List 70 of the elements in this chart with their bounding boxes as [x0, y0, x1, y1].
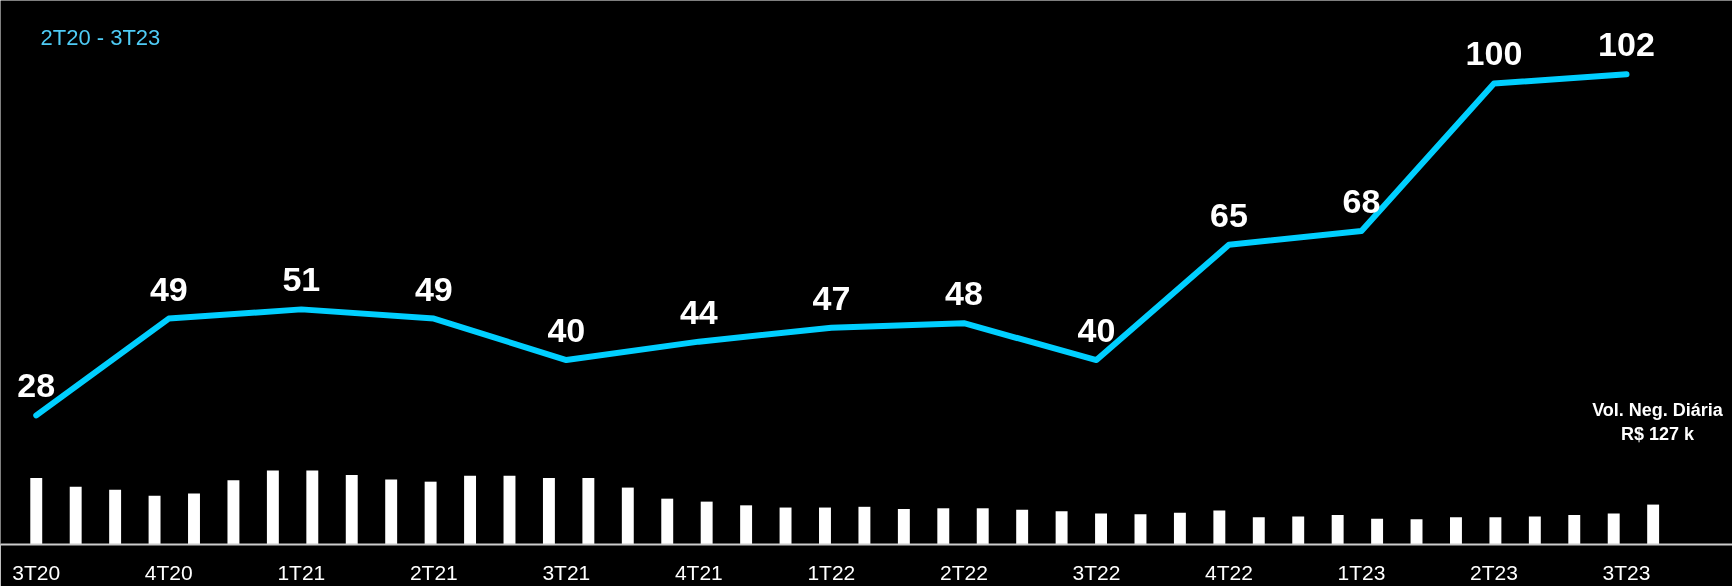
data-label: 49 — [149, 269, 188, 308]
bar — [661, 498, 674, 545]
x-tick-label: 3T23 — [1602, 560, 1651, 584]
x-tick-label: 2T22 — [939, 560, 988, 584]
x-tick-label: 3T22 — [1072, 560, 1121, 584]
bar — [976, 508, 989, 545]
bar — [819, 507, 831, 545]
data-label: 28 — [17, 366, 56, 405]
bar — [1134, 514, 1147, 545]
bar — [345, 475, 358, 545]
bar — [1252, 517, 1265, 545]
bar — [542, 477, 555, 545]
bar — [582, 477, 595, 545]
bar — [109, 489, 122, 545]
bar — [897, 509, 910, 545]
data-label: 44 — [679, 292, 718, 331]
bar — [779, 507, 792, 545]
bar — [148, 495, 161, 545]
x-tick-label: 1T22 — [807, 560, 856, 584]
data-label: 68 — [1342, 182, 1381, 221]
x-tick-label: 4T20 — [144, 560, 193, 584]
bar — [858, 506, 871, 545]
x-tick-label: 1T23 — [1337, 560, 1386, 584]
bar — [1055, 511, 1068, 545]
bar — [306, 470, 319, 545]
bar — [937, 508, 950, 545]
x-tick-label: 4T22 — [1205, 560, 1253, 584]
bar — [1016, 509, 1029, 545]
x-tick-label: 2T21 — [409, 560, 458, 584]
bar — [227, 480, 240, 545]
data-label: 65 — [1210, 195, 1248, 234]
bar — [700, 501, 713, 545]
bar — [424, 481, 437, 545]
bar — [1095, 513, 1107, 545]
data-label: 40 — [1077, 311, 1116, 350]
x-tick-label: 3T21 — [542, 560, 591, 584]
bar — [1371, 518, 1384, 545]
text: 2T20 - 3T23 — [40, 24, 161, 50]
x-tick-label: 2T23 — [1470, 560, 1518, 584]
bar — [1410, 519, 1423, 545]
data-label: 40 — [547, 311, 586, 350]
bar — [30, 477, 43, 545]
bar — [464, 475, 477, 545]
x-tick-label: 1T21 — [277, 560, 326, 584]
bar — [1647, 504, 1660, 545]
data-label: 48 — [944, 274, 983, 313]
data-label: 51 — [282, 260, 321, 299]
x-tick-label: 3T20 — [12, 560, 61, 584]
x-tick-label: 4T21 — [674, 560, 723, 584]
bar — [1292, 516, 1305, 545]
data-label: 47 — [812, 278, 851, 317]
bar — [266, 470, 279, 545]
data-label: 49 — [414, 269, 453, 308]
bar — [621, 487, 634, 545]
bar — [1331, 514, 1344, 545]
bar — [1213, 510, 1226, 545]
bar — [1568, 514, 1581, 545]
bar — [188, 493, 200, 545]
bar — [1450, 517, 1462, 545]
bar — [503, 475, 516, 545]
data-label: 102 — [1598, 25, 1655, 64]
bar — [1528, 516, 1541, 545]
bar — [1173, 512, 1186, 545]
bar — [1489, 517, 1502, 545]
data-label: 100 — [1465, 34, 1523, 73]
bar — [69, 486, 82, 545]
bar — [1607, 513, 1620, 545]
bar — [740, 505, 753, 545]
bar — [385, 479, 398, 545]
annotation: Vol. Neg. Diária R$ 127 k — [1592, 399, 1724, 444]
